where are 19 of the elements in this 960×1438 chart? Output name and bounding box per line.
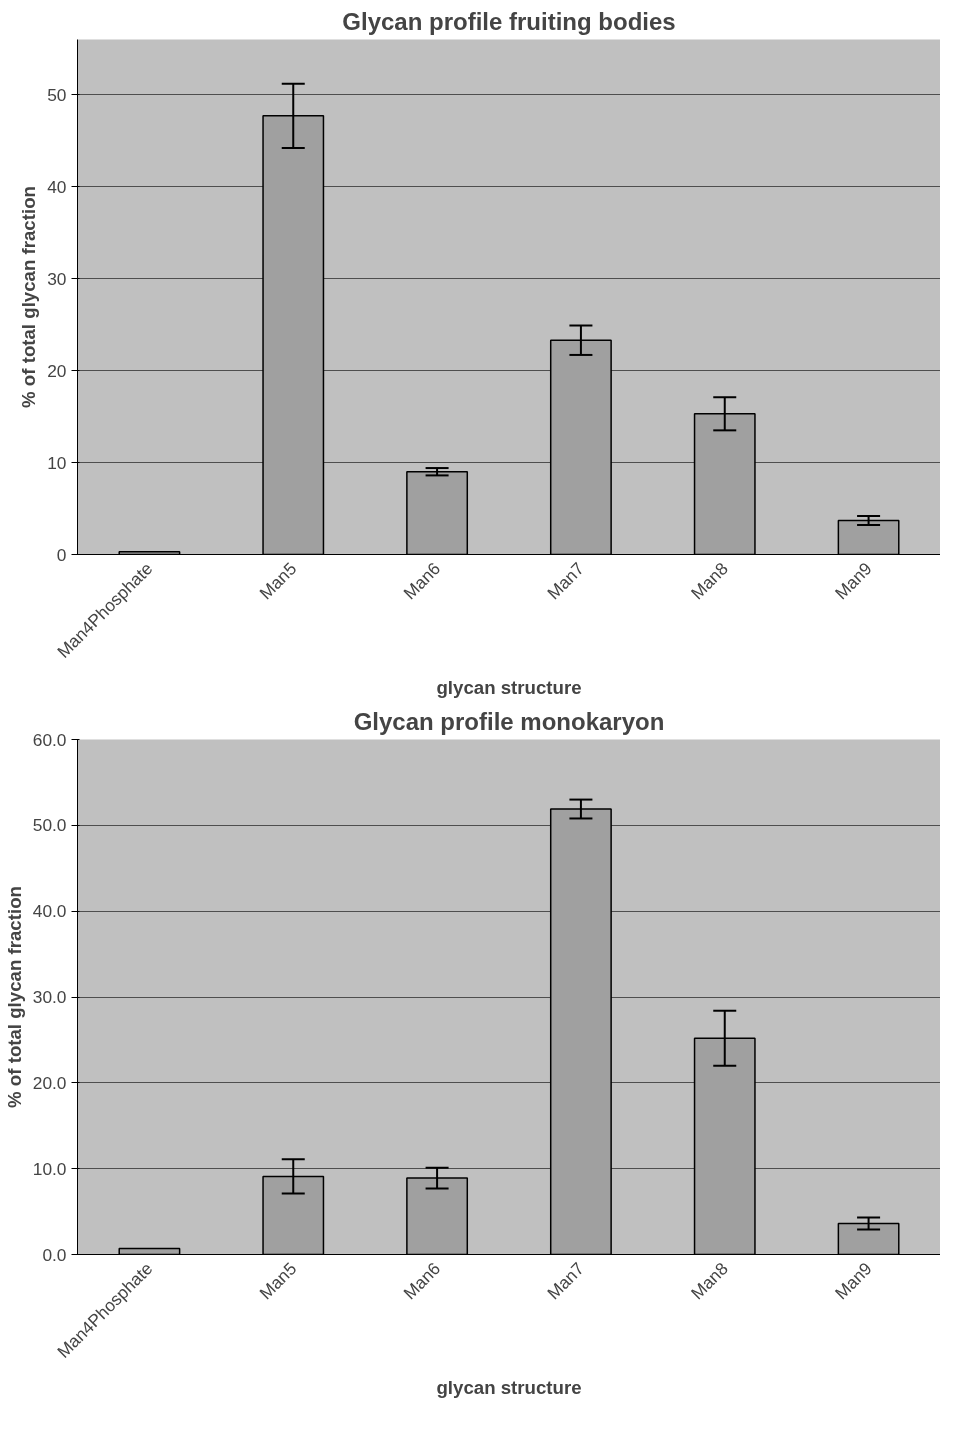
y-tick-label: 10.0 — [32, 1158, 67, 1179]
y-axis-title: % of total glycan fraction — [3, 886, 25, 1108]
y-tick-label: 60.0 — [32, 729, 67, 750]
y-tick-label: 50 — [47, 84, 67, 105]
x-axis-title: glycan structure — [436, 676, 582, 698]
x-axis-title: glycan structure — [436, 1376, 582, 1398]
y-tick-label: 50.0 — [32, 815, 67, 836]
chart-title: Glycan profile monokaryon — [353, 707, 665, 735]
y-tick-label: 30.0 — [32, 987, 67, 1007]
y-tick-label: 30 — [47, 268, 67, 289]
y-tick-label: 20 — [47, 360, 67, 381]
y-tick-label: 0 — [56, 544, 67, 565]
chart-title: Glycan profile fruiting bodies — [342, 7, 676, 35]
y-tick-label: 20.0 — [32, 1072, 67, 1093]
y-tick-label: 40 — [47, 176, 67, 197]
y-axis-title: % of total glycan fraction — [18, 186, 40, 408]
y-tick-label: 10 — [47, 452, 67, 473]
y-tick-label: 40.0 — [32, 901, 67, 922]
y-tick-label: 0.0 — [42, 1244, 67, 1265]
